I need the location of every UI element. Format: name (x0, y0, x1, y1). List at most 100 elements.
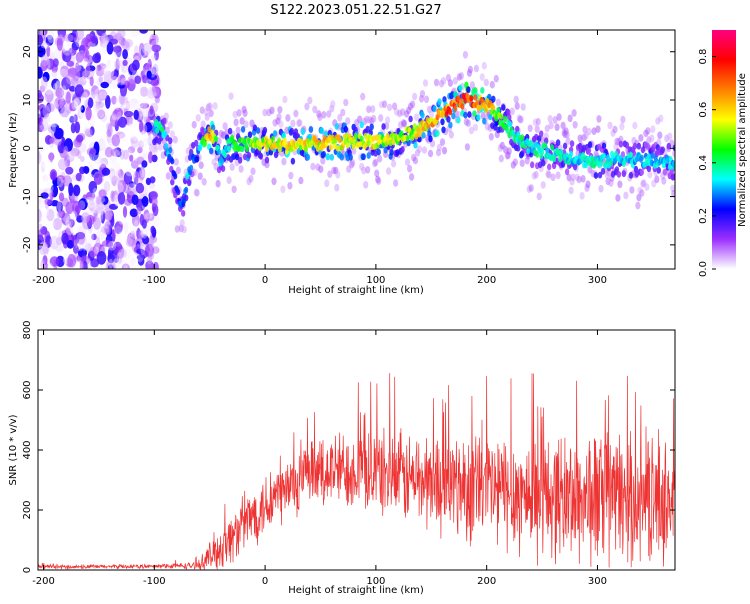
ridge-point (328, 144, 333, 151)
ridge-halo (591, 127, 597, 135)
ridge-halo (560, 121, 566, 130)
noise-blob (104, 221, 112, 235)
noise-blob (38, 208, 42, 223)
ridge-halo (646, 165, 652, 173)
noise-blob (49, 48, 59, 57)
noise-blob (69, 85, 77, 92)
noise-blob (72, 200, 82, 215)
ridge-halo (672, 150, 675, 158)
ridge-halo (197, 172, 203, 180)
noise-blob (128, 31, 135, 40)
noise-blob (82, 70, 88, 79)
noise-blob (136, 207, 142, 215)
ridge-halo (441, 126, 446, 134)
ridge-halo (619, 122, 625, 131)
noise-blob (117, 191, 126, 205)
ridge-halo (643, 129, 649, 138)
ridge-halo (275, 117, 281, 125)
snr-marks (38, 373, 675, 570)
snr-panel: -200 -100 0 100 200 300 0 200 400 600 800 Height o… (8, 320, 676, 596)
noise-blob (133, 109, 139, 120)
noise-blob (141, 96, 148, 105)
noise-blob (109, 113, 118, 127)
ridge-halo (631, 136, 637, 145)
ridge-halo (587, 141, 593, 149)
noise-blob (144, 122, 153, 133)
y-tick-label: 800 (22, 320, 33, 339)
ridge-halo (361, 166, 367, 175)
noise-blob (46, 183, 54, 194)
ridge-point (399, 130, 404, 137)
noise-blob (49, 152, 54, 163)
ridge-halo (417, 135, 422, 143)
noise-blob (138, 166, 146, 181)
noise-blob (151, 44, 162, 53)
noise-blob (85, 153, 95, 166)
ridge-halo (187, 179, 192, 187)
noise-blob (100, 32, 110, 47)
ridge-halo (614, 137, 620, 146)
ridge-point (609, 160, 613, 167)
ridge-halo (421, 132, 426, 139)
noise-blob (122, 102, 132, 110)
ridge-halo (456, 116, 461, 124)
ridge-halo (329, 104, 335, 113)
ridge-halo (439, 138, 446, 146)
ridge-halo (405, 158, 411, 166)
ridge-halo (467, 65, 473, 74)
ridge-halo (488, 133, 494, 141)
ridge-halo (359, 121, 364, 129)
ridge-halo (354, 119, 360, 127)
ridge-halo (206, 102, 212, 110)
noise-blob (138, 140, 144, 150)
y-tick-label: 10 (22, 94, 33, 107)
ridge-halo (484, 122, 490, 131)
ridge-point (353, 132, 358, 140)
ridge-halo (407, 164, 413, 173)
noise-blob (143, 183, 151, 194)
ridge-halo (567, 114, 573, 123)
ridge-point (182, 197, 187, 204)
ridge-halo (489, 80, 495, 89)
noise-blob (143, 43, 153, 57)
noise-blob (70, 147, 80, 157)
noise-blob (110, 148, 121, 157)
ridge-halo (646, 136, 652, 144)
x-tick-label: 100 (366, 275, 385, 286)
ridge-halo (530, 161, 535, 169)
ridge-halo (194, 139, 199, 147)
ridge-halo (666, 142, 671, 150)
noise-blob (124, 110, 134, 118)
noise-blob (86, 147, 97, 156)
noise-blob (57, 158, 68, 171)
noise-blob (61, 85, 67, 99)
ridge-halo (232, 110, 238, 119)
ridge-halo (432, 105, 437, 113)
ridge-halo (382, 100, 388, 108)
ridge-halo (483, 78, 489, 87)
ridge-point (545, 147, 550, 154)
ridge-halo (514, 102, 520, 110)
ridge-halo (660, 146, 665, 154)
noise-blob (85, 106, 92, 121)
ridge-point (366, 140, 371, 147)
noise-blob (95, 101, 105, 109)
ridge-halo (385, 116, 391, 124)
noise-blob (150, 131, 158, 139)
noise-blob (63, 130, 68, 139)
ridge-halo (620, 115, 626, 124)
ridge-halo (290, 157, 296, 165)
noise-blob (73, 97, 81, 110)
noise-blob (117, 59, 125, 66)
noise-blob (38, 242, 48, 250)
ridge-halo (562, 142, 568, 150)
noise-blob (152, 261, 159, 269)
noise-blob (149, 87, 160, 96)
noise-blob (129, 208, 138, 218)
noise-blob (49, 137, 56, 145)
noise-blob (40, 161, 46, 173)
noise-blob (128, 98, 139, 106)
noise-blob (110, 70, 118, 81)
noise-blob (40, 215, 49, 222)
ridge-halo (331, 166, 337, 175)
